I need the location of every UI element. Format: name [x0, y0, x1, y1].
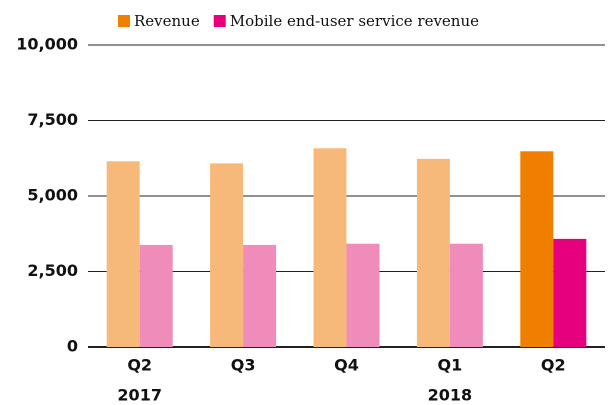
- bar: [346, 243, 380, 347]
- bar: [416, 158, 450, 347]
- bar: [449, 243, 483, 347]
- bar: [210, 163, 244, 347]
- x-group-label: 2017: [117, 386, 162, 405]
- bar: [139, 244, 173, 347]
- y-tick-label: 7,500: [27, 110, 78, 129]
- x-tick-label: Q3: [231, 356, 256, 375]
- legend-swatch: [213, 15, 226, 27]
- x-tick-label: Q2: [541, 356, 566, 375]
- y-tick-label: 2,500: [27, 261, 78, 280]
- bar: [106, 161, 140, 347]
- y-tick-label: 10,000: [16, 35, 78, 54]
- bar: [313, 148, 347, 347]
- x-tick-label: Q1: [438, 356, 463, 375]
- bar: [553, 238, 587, 347]
- x-tick-label: Q2: [127, 356, 152, 375]
- legend-swatch: [118, 15, 130, 27]
- bar: [243, 244, 277, 347]
- legend-label: Revenue: [134, 12, 200, 30]
- bar: [520, 151, 554, 347]
- y-tick-label: 5,000: [27, 186, 78, 205]
- x-group-label: 2018: [428, 386, 473, 405]
- x-tick-label: Q4: [334, 356, 359, 375]
- y-tick-label: 0: [67, 337, 78, 356]
- legend-label: Mobile end-user service revenue: [230, 12, 479, 30]
